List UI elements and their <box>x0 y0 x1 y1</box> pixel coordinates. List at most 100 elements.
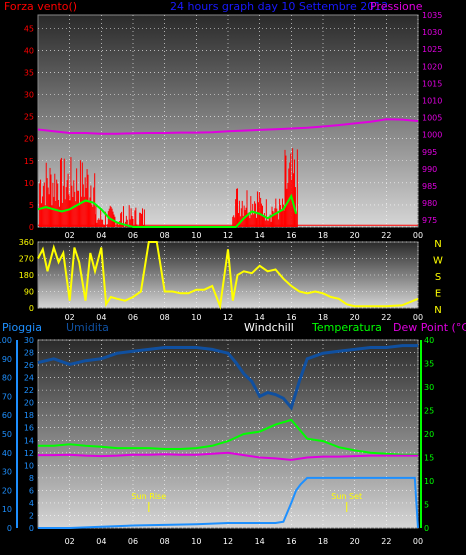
panel3-grid <box>16 339 422 529</box>
rain-tick-label: 16 <box>24 424 34 433</box>
panel1-grid <box>38 15 419 228</box>
temperature-label: Temperatura <box>311 321 382 334</box>
dewpoint-line <box>38 451 418 461</box>
y-right-tick-label: 975 <box>422 216 437 225</box>
wind-pressure-panel: 02 04 06 08 10 12 14 16 18 20 22 000510152025303540… <box>4 0 442 240</box>
rain-tick-label: 30 <box>24 336 34 345</box>
temp-tick-label: 10 <box>424 477 434 486</box>
rain-tick-label: 2 <box>29 511 34 520</box>
sun-annotation: Sun Set <box>331 492 362 501</box>
panel3-ticks: 02 04 06 08 10 12 14 16 18 20 22 000102030405060708… <box>0 336 434 546</box>
x-tick-label: 20 <box>350 231 360 240</box>
y-right-tick-label: 1020 <box>422 62 442 71</box>
humidity-tick-label: 90 <box>2 355 12 364</box>
compass-label: N <box>434 305 441 316</box>
x-tick-label: 06 <box>128 231 138 240</box>
rain-tick-label: 6 <box>29 486 34 495</box>
temp-tick-label: 0 <box>424 524 429 533</box>
compass-label: W <box>433 256 443 267</box>
temp-tick-label: 35 <box>424 360 434 369</box>
windchill-label: Windchill <box>244 321 294 334</box>
humidity-tick-label: 100 <box>0 336 12 345</box>
humidity-tick-label: 20 <box>2 486 12 495</box>
y-right-tick-label: 980 <box>422 199 437 208</box>
chart-title: 24 hours graph day 10 Settembre 2012 <box>170 0 388 13</box>
x-tick-label: 16 <box>286 313 296 322</box>
x-tick-label: 00 <box>413 313 423 322</box>
pressure-line <box>37 118 419 135</box>
x-tick-label: 08 <box>160 313 170 322</box>
x-tick-label: 14 <box>255 231 265 240</box>
y-right-tick-label: 1025 <box>422 45 442 54</box>
y-left-tick-label: 45 <box>24 24 34 33</box>
y-left-tick-label: 15 <box>24 157 34 166</box>
x-tick-label: 04 <box>96 313 106 322</box>
temp-tick-label: 5 <box>424 501 429 510</box>
x-tick-label: 10 <box>191 231 201 240</box>
rain-tick-label: 14 <box>24 436 34 445</box>
rain-line <box>38 476 419 529</box>
humidity-tick-label: 10 <box>2 505 12 514</box>
y-left-tick-label: 10 <box>24 179 34 188</box>
y-right-tick-label: 1030 <box>422 28 442 37</box>
rain-tick-label: 28 <box>24 349 34 358</box>
humidity-tick-label: 50 <box>2 430 12 439</box>
x-tick-label: 02 <box>65 313 75 322</box>
x-tick-label: 18 <box>318 231 328 240</box>
x-tick-label: 12 <box>223 537 233 546</box>
humidity-tick-label: 80 <box>2 374 12 383</box>
y-right-tick-label: 1000 <box>422 131 442 140</box>
y-left-tick-label: 40 <box>24 46 34 55</box>
temp-tick-label: 40 <box>424 336 434 345</box>
x-tick-label: 04 <box>96 537 106 546</box>
x-tick-label: 20 <box>350 313 360 322</box>
panel1-series <box>37 118 419 228</box>
compass-label: E <box>435 289 441 300</box>
humidity-tick-label: 0 <box>7 524 12 533</box>
y-left-tick-label: 5 <box>29 201 34 210</box>
panel2-grid <box>38 241 419 309</box>
y-left-tick-label: 25 <box>24 113 34 122</box>
x-tick-label: 08 <box>160 537 170 546</box>
humidity-tick-label: 60 <box>2 411 12 420</box>
direction-line <box>37 241 419 311</box>
x-tick-label: 06 <box>128 313 138 322</box>
y-right-tick-label: 995 <box>422 148 437 157</box>
x-tick-label: 02 <box>65 231 75 240</box>
x-tick-label: 10 <box>191 313 201 322</box>
temp-tick-label: 25 <box>424 407 434 416</box>
x-tick-label: 00 <box>413 537 423 546</box>
wind-force-label: Forza vento() <box>4 0 77 13</box>
y-left-tick-label: 30 <box>24 91 34 100</box>
y-right-tick-label: 1005 <box>422 114 442 123</box>
pressure-label: Pressione <box>370 0 423 13</box>
y-left-tick-label: 0 <box>29 223 34 232</box>
x-tick-label: 22 <box>381 313 391 322</box>
x-tick-label: 14 <box>255 313 265 322</box>
y-tick-label: 90 <box>24 288 34 297</box>
rain-tick-label: 24 <box>24 374 34 383</box>
rain-tick-label: 22 <box>24 386 34 395</box>
x-tick-label: 06 <box>128 537 138 546</box>
y-tick-label: 360 <box>19 238 34 247</box>
x-tick-label: 10 <box>191 537 201 546</box>
y-right-tick-label: 1035 <box>422 11 442 20</box>
rain-tick-label: 0 <box>29 524 34 533</box>
temperature-line <box>38 418 418 456</box>
y-right-tick-label: 1010 <box>422 96 442 105</box>
y-right-tick-label: 1015 <box>422 79 442 88</box>
y-right-tick-label: 985 <box>422 182 437 191</box>
humidity-temp-panel: 02 04 06 08 10 12 14 16 18 20 22 000102030405060708… <box>0 321 466 546</box>
humidity-tick-label: 40 <box>2 449 12 458</box>
panel3-series <box>37 344 419 529</box>
rain-tick-label: 20 <box>24 399 34 408</box>
rain-tick-label: 8 <box>29 474 34 483</box>
y-right-tick-label: 990 <box>422 165 437 174</box>
x-tick-label: 18 <box>318 537 328 546</box>
x-tick-label: 16 <box>286 537 296 546</box>
x-tick-label: 20 <box>350 537 360 546</box>
temp-tick-label: 15 <box>424 454 434 463</box>
